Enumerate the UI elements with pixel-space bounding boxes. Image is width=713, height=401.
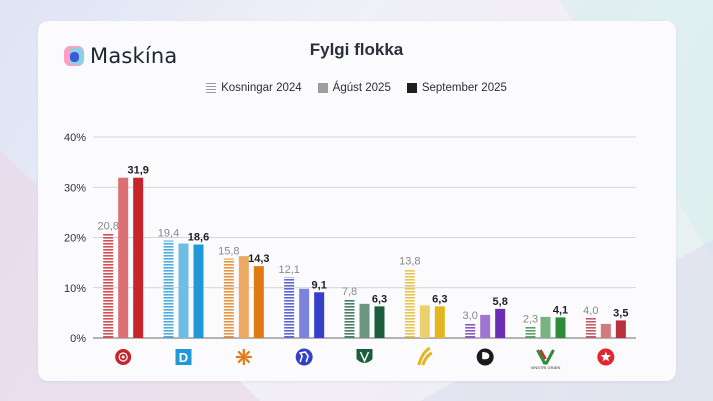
y-tick-label: 0%: [70, 333, 86, 345]
bar: [163, 240, 174, 338]
svg-text:D: D: [179, 350, 188, 365]
bar: [284, 277, 295, 338]
bar: [314, 292, 325, 338]
bar: [238, 256, 249, 338]
legend-swatch-dark: [406, 83, 417, 93]
chart-legend: Kosningar 2024 Ágúst 2025 September 2025: [0, 82, 713, 94]
bar: [555, 317, 566, 338]
bar: [359, 303, 370, 338]
bar: [419, 305, 430, 338]
y-tick-label: 20%: [64, 233, 86, 245]
bar: [253, 266, 264, 338]
pirate-flag-icon: [476, 348, 494, 366]
bar: [434, 306, 445, 338]
legend-swatch-striped: [206, 83, 217, 93]
bar: [465, 322, 476, 338]
bar: [118, 177, 129, 338]
d-icon: D: [175, 349, 192, 365]
data-label: 2,3: [523, 313, 538, 325]
data-label: 9,1: [312, 279, 327, 291]
bar: [223, 258, 234, 338]
wheat-icon: [417, 346, 433, 366]
bar: [193, 244, 204, 338]
bar: [585, 317, 596, 338]
data-label: 31,9: [127, 165, 148, 177]
bar: [480, 314, 491, 338]
data-label: 18,6: [188, 232, 209, 244]
data-label: 3,0: [463, 310, 478, 322]
bar: [344, 298, 355, 338]
vg-icon: VINSTRI GRÆN: [531, 349, 561, 370]
data-label: 12,1: [278, 264, 299, 276]
sun-icon: [235, 349, 252, 365]
bar: [374, 306, 385, 338]
data-label: 4,1: [553, 304, 568, 316]
data-label: 15,8: [218, 246, 239, 258]
bar: [525, 326, 536, 338]
star-icon: [597, 348, 615, 366]
data-label: 7,8: [342, 286, 357, 298]
bar: [103, 233, 114, 338]
bar: [178, 243, 189, 338]
chart-title: Fylgi flokka: [309, 40, 404, 59]
legend-item-agust: Ágúst 2025: [317, 82, 391, 94]
legend-swatch-light: [317, 83, 328, 93]
data-label: 14,3: [248, 253, 269, 265]
y-tick-label: 10%: [64, 283, 86, 295]
legend-item-kosningar: Kosningar 2024: [206, 82, 302, 94]
legend-label: September 2025: [421, 82, 507, 94]
brand-name: Maskína: [90, 44, 178, 68]
legend-item-september: September 2025: [406, 82, 507, 94]
legend-label: Ágúst 2025: [332, 82, 391, 94]
chart-card: [38, 21, 676, 381]
bar: [133, 177, 144, 338]
bar: [615, 320, 626, 338]
brand-logo: Maskína: [64, 44, 178, 68]
bar: [540, 316, 551, 338]
y-tick-label: 30%: [64, 182, 86, 194]
y-tick-label: 40%: [64, 132, 86, 144]
rose-icon: [115, 349, 132, 365]
bar: [600, 323, 611, 338]
data-label: 13,8: [399, 256, 420, 268]
shield-icon: [356, 349, 373, 363]
data-label: 19,4: [158, 228, 179, 240]
bar: [495, 308, 506, 338]
maskina-logo-icon: [64, 46, 84, 66]
horse-icon: [295, 348, 313, 366]
data-label: 6,3: [372, 293, 387, 305]
data-label: 4,0: [583, 305, 598, 317]
data-label: 20,8: [97, 220, 118, 232]
bar: [299, 288, 310, 338]
svg-text:VINSTRI GRÆN: VINSTRI GRÆN: [531, 365, 561, 370]
data-label: 3,5: [613, 307, 628, 319]
data-label: 5,8: [493, 296, 508, 308]
legend-label: Kosningar 2024: [221, 82, 302, 94]
bar: [404, 268, 415, 338]
data-label: 6,3: [432, 293, 447, 305]
